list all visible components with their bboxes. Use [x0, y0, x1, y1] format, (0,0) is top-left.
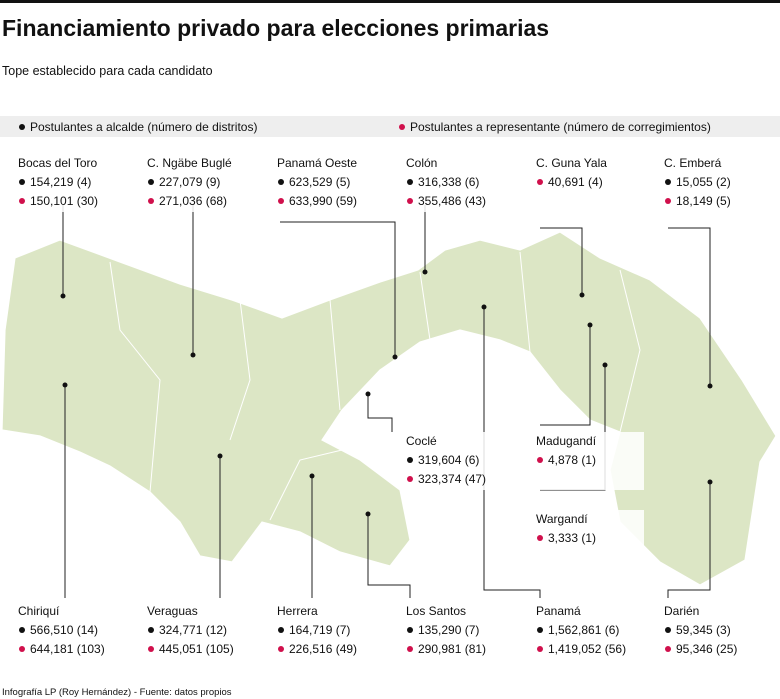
region-value: 633,990 (59)	[289, 194, 357, 208]
region-value: 1,562,861 (6)	[548, 623, 619, 637]
label-bg	[662, 602, 772, 660]
region-value: 316,338 (6)	[418, 175, 479, 189]
value-dot	[148, 179, 154, 185]
label-bg	[534, 154, 644, 212]
legend-label: Postulantes a representante (número de c…	[410, 120, 711, 134]
legend-label: Postulantes a alcalde (número de distrit…	[30, 120, 257, 134]
region-name: Veraguas	[147, 604, 198, 618]
value-dot	[148, 198, 154, 204]
region-value: 319,604 (6)	[418, 453, 479, 467]
region-value: 271,036 (68)	[159, 194, 227, 208]
map	[1, 231, 777, 586]
region-value: 324,771 (12)	[159, 623, 227, 637]
value-dot	[665, 179, 671, 185]
value-dot	[665, 627, 671, 633]
value-dot	[665, 198, 671, 204]
label-bg	[662, 154, 772, 212]
label-bg	[145, 154, 255, 212]
legend-dot	[399, 124, 405, 130]
region-value: 40,691 (4)	[548, 175, 603, 189]
region-value: 445,051 (105)	[159, 642, 234, 656]
region-value: 59,345 (3)	[676, 623, 731, 637]
label-bg	[16, 154, 126, 212]
region-value: 566,510 (14)	[30, 623, 98, 637]
value-dot	[19, 179, 25, 185]
region-name: Panamá	[536, 604, 581, 618]
label-bg	[275, 602, 385, 660]
region-name: Wargandí	[536, 512, 588, 526]
region-value: 95,346 (25)	[676, 642, 737, 656]
footer: Infografía LP (Roy Hernández) - Fuente: …	[2, 687, 232, 698]
label-bg	[404, 154, 514, 212]
value-dot	[407, 198, 413, 204]
region-value: 323,374 (47)	[418, 472, 486, 486]
region-value: 135,290 (7)	[418, 623, 479, 637]
label-bg	[16, 602, 126, 660]
value-dot	[19, 627, 25, 633]
legend-band	[0, 116, 780, 137]
label-bg	[404, 602, 514, 660]
value-dot	[278, 627, 284, 633]
region-name: Panamá Oeste	[277, 156, 357, 170]
borders	[109, 251, 641, 521]
region-value: 154,219 (4)	[30, 175, 91, 189]
region-value: 4,878 (1)	[548, 453, 596, 467]
value-dot	[407, 646, 413, 652]
legend-dot	[19, 124, 25, 130]
label-bg	[404, 432, 514, 490]
top-rule	[0, 0, 780, 3]
value-dot	[537, 627, 543, 633]
region-name: Madugandí	[536, 434, 597, 448]
value-dot	[407, 457, 413, 463]
region-value: 150,101 (30)	[30, 194, 98, 208]
value-dot	[665, 646, 671, 652]
region-name: Coclé	[406, 434, 437, 448]
region-value: 1,419,052 (56)	[548, 642, 626, 656]
region-value: 18,149 (5)	[676, 194, 731, 208]
value-dot	[278, 646, 284, 652]
region-name: Herrera	[277, 604, 318, 618]
title: Financiamiento privado para elecciones p…	[2, 15, 549, 41]
region-value: 227,079 (9)	[159, 175, 220, 189]
value-dot	[278, 179, 284, 185]
region-name: Los Santos	[406, 604, 466, 618]
value-dot	[19, 646, 25, 652]
region-value: 15,055 (2)	[676, 175, 731, 189]
region-name: Chiriquí	[18, 604, 60, 618]
value-dot	[407, 627, 413, 633]
region-name: Bocas del Toro	[18, 156, 97, 170]
region-name: Colón	[406, 156, 437, 170]
region-value: 226,516 (49)	[289, 642, 357, 656]
value-dot	[407, 476, 413, 482]
region-value: 623,529 (5)	[289, 175, 350, 189]
label-bg	[534, 510, 644, 568]
label-bg	[275, 154, 385, 212]
dots	[60, 269, 713, 517]
subtitle: Tope establecido para cada candidato	[2, 64, 213, 78]
region-name: Darién	[664, 604, 699, 618]
region-value: 290,981 (81)	[418, 642, 486, 656]
region-value: 164,719 (7)	[289, 623, 350, 637]
region-value: 3,333 (1)	[548, 531, 596, 545]
value-dot	[148, 646, 154, 652]
value-dot	[537, 646, 543, 652]
label-bg	[145, 602, 255, 660]
value-dot	[537, 535, 543, 541]
region-value: 644,181 (103)	[30, 642, 105, 656]
value-dot	[537, 457, 543, 463]
region-name: C. Emberá	[664, 156, 722, 170]
label-bg	[534, 432, 644, 490]
value-dot	[148, 627, 154, 633]
label-bg	[534, 602, 644, 660]
region-value: 355,486 (43)	[418, 194, 486, 208]
value-dot	[278, 198, 284, 204]
value-dot	[537, 179, 543, 185]
value-dot	[407, 179, 413, 185]
region-name: C. Ngäbe Buglé	[147, 156, 232, 170]
region-name: C. Guna Yala	[536, 156, 607, 170]
value-dot	[19, 198, 25, 204]
